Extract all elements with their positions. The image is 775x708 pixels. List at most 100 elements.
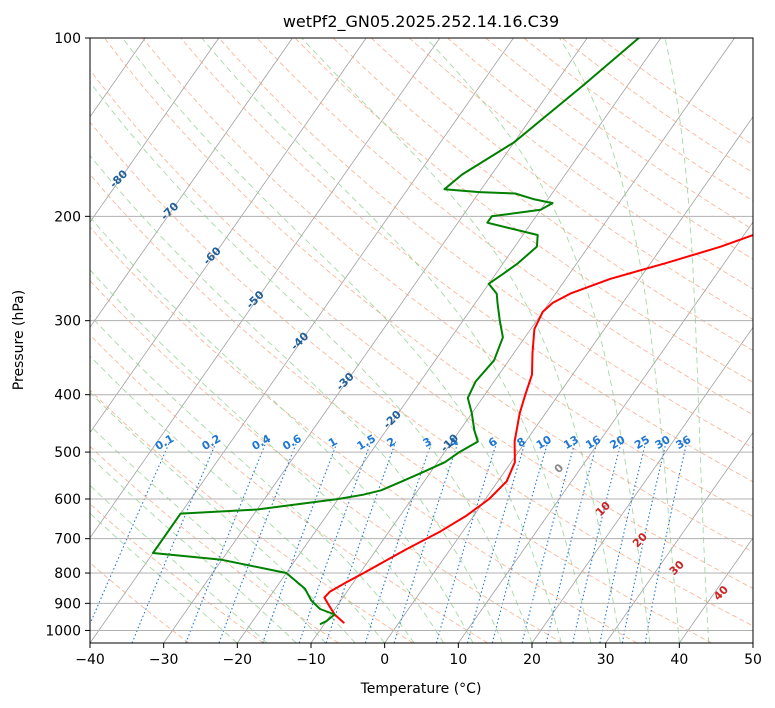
isotherm-line [90, 38, 293, 328]
x-tick-label: −20 [223, 652, 253, 668]
mixing-ratio-label: 0.1 [153, 432, 176, 453]
moist-adiabat-line [90, 81, 533, 643]
mixing-ratio-line [545, 441, 598, 643]
dry-adiabat-line [90, 173, 712, 643]
x-tick-label: 10 [449, 652, 467, 668]
isotherm-line [237, 38, 662, 643]
moist-adiabat-line [425, 38, 651, 643]
mixing-ratio-line [298, 441, 372, 643]
mixing-ratio-label: 20 [608, 433, 628, 452]
dry-adiabat-label: -70 [158, 199, 181, 222]
isotherm-line [384, 116, 753, 643]
y-tick-label: 800 [54, 566, 81, 582]
moist-adiabat-line [90, 216, 474, 643]
pressure-gridlines [90, 37, 753, 631]
dry-adiabat-label: -30 [334, 370, 357, 393]
moist-adiabat-line [90, 484, 268, 643]
moist-adiabat-label: 0 [552, 461, 567, 476]
mixing-ratio-label: 6 [486, 435, 499, 450]
mixing-ratio-line [521, 441, 576, 643]
y-tick-label: 300 [54, 314, 81, 330]
mixing-ratio-label: 10 [534, 433, 554, 452]
mixing-ratio-line [599, 441, 647, 643]
mixing-ratio-line [435, 441, 498, 643]
y-tick-label: 200 [54, 209, 81, 225]
dry-adiabat-line [104, 38, 753, 553]
moist-adiabat-line [559, 38, 680, 643]
isotherm-line [531, 326, 753, 643]
x-tick-label: 0 [380, 652, 389, 668]
moist-adiabat-line [90, 269, 444, 643]
dry-adiabat-line [90, 280, 563, 643]
mixing-ratio-label: 0.6 [280, 432, 304, 453]
isotherm-line [310, 38, 735, 643]
dry-adiabat-label: -80 [107, 167, 130, 190]
moist-adiabat-line [90, 455, 297, 643]
mixing-ratio-line [466, 441, 526, 643]
mixing-ratio-line [325, 441, 397, 643]
x-tick-label: 40 [670, 652, 688, 668]
dry-adiabat-line [447, 38, 753, 260]
moist-adiabat-line [90, 512, 238, 643]
mixing-ratio-line [262, 441, 339, 643]
x-tick-label: 50 [744, 652, 762, 668]
moist-adiabat-label: 20 [630, 530, 650, 550]
moist-adiabat-line [301, 38, 621, 643]
chart-title: wetPf2_GN05.2025.252.14.16.C39 [283, 12, 559, 32]
mixing-ratio-line [393, 441, 459, 643]
mixing-ratio-label: 13 [561, 433, 581, 452]
mixing-ratio-line [131, 441, 218, 643]
mixing-ratio-label: 16 [583, 433, 603, 452]
dry-adiabat-line [294, 38, 753, 383]
mixing-ratio-label: 3 [421, 435, 434, 450]
x-tick-label: −10 [296, 652, 326, 668]
mixing-ratio-label: 36 [673, 433, 693, 452]
y-tick-label: 400 [54, 388, 81, 404]
dry-adiabat-line [90, 121, 753, 627]
isotherm-line [163, 38, 588, 643]
dry-adiabat-label: -50 [244, 288, 267, 311]
dry-adiabat-label: -60 [200, 244, 223, 267]
y-tick-label: 900 [54, 596, 81, 612]
y-axis-title: Pressure (hPa) [11, 290, 27, 390]
dry-adiabat-line [523, 38, 753, 202]
moist-adiabat-line [90, 154, 503, 643]
moist-adiabat-label: 40 [711, 583, 731, 603]
dry-adiabat-line [599, 38, 753, 146]
moist-adiabat-line [90, 314, 415, 643]
moist-adiabat-line [201, 38, 592, 643]
moist-adiabat-line [664, 38, 710, 643]
dry-adiabat-label: -40 [288, 329, 311, 352]
mixing-ratio-label: 30 [653, 433, 673, 452]
temperature-profile [323, 234, 753, 624]
y-tick-label: 700 [54, 532, 81, 548]
mixing-ratio-label: 0.2 [200, 432, 223, 453]
x-tick-label: 30 [597, 652, 615, 668]
mixing-ratio-label: 8 [515, 435, 528, 450]
dry-adiabat-line [370, 38, 753, 321]
mixing-ratio-line [491, 441, 549, 643]
y-tick-label: 1000 [45, 623, 81, 639]
isotherm-line [679, 537, 753, 643]
y-tick-label: 100 [54, 31, 81, 47]
dry-adiabat-line [90, 503, 264, 643]
isotherm-line [752, 642, 753, 643]
mixing-ratio-line [644, 441, 688, 643]
x-tick-label: 20 [523, 652, 541, 668]
mixing-ratio-label: 25 [632, 433, 652, 452]
y-tick-label: 600 [54, 492, 81, 508]
dry-adiabat-line [332, 38, 753, 352]
dry-adiabat-line [90, 562, 190, 643]
mixing-ratio-label: 1 [326, 435, 339, 450]
x-tick-label: −30 [149, 652, 179, 668]
mixing-ratio-line [572, 441, 622, 643]
dry-adiabat-line [180, 38, 753, 483]
isotherm-line [90, 38, 367, 434]
dry-adiabat-line [142, 38, 753, 517]
dry-adiabat-line [90, 334, 488, 643]
mixing-ratio-line [621, 441, 667, 643]
moist-adiabat-line [90, 391, 356, 643]
moist-adiabat-line [122, 38, 562, 643]
dewpoint-profile [152, 38, 640, 625]
